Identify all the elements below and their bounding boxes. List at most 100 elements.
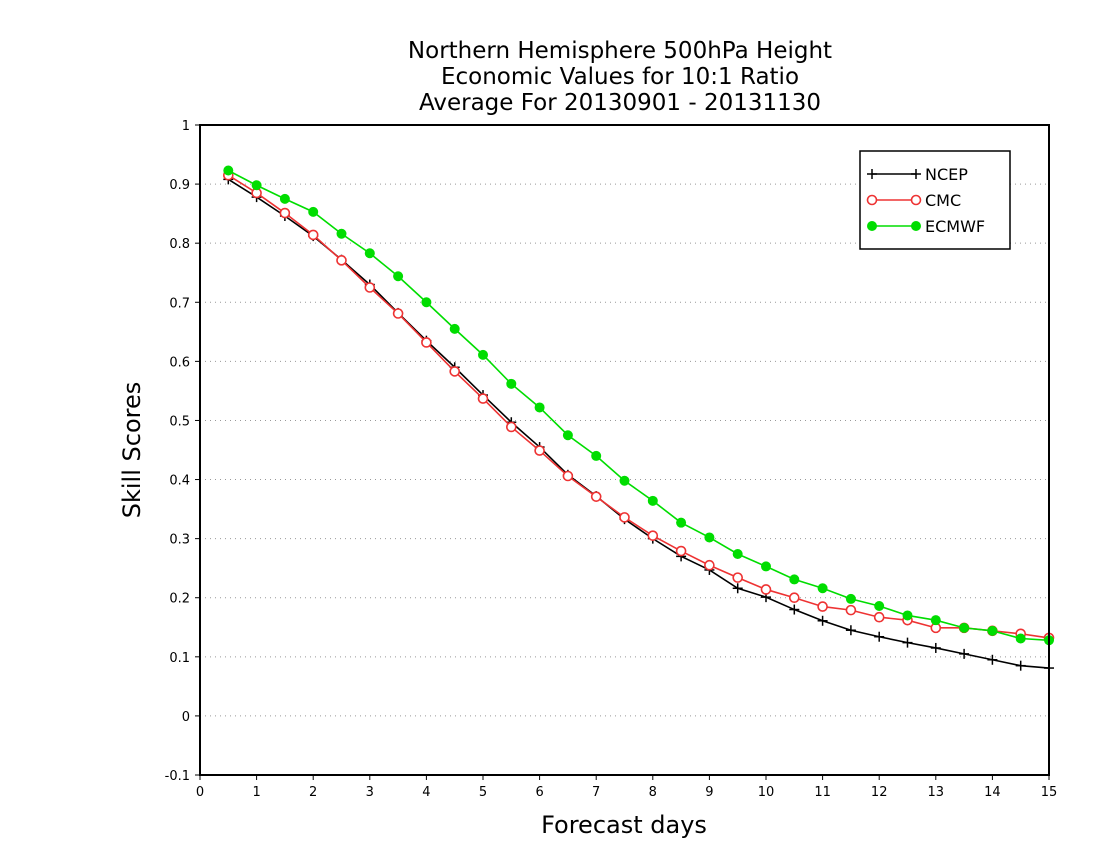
legend-item-ecmwf: ECMWF <box>867 217 985 236</box>
legend-label: ECMWF <box>925 217 985 236</box>
plot-frame <box>199 124 1050 776</box>
y-axis-label: Skill Scores <box>118 382 146 519</box>
data-point-ecmwf <box>676 517 687 528</box>
legend-marker <box>867 169 877 179</box>
data-point-ecmwf <box>364 248 375 259</box>
legend-items: NCEP CMC ECMWF <box>866 165 985 236</box>
data-point-cmc <box>817 601 828 612</box>
y-tick-label: 0.9 <box>169 178 190 193</box>
x-axis-label: Forecast days <box>541 811 707 839</box>
data-point-ncep <box>874 631 885 642</box>
data-point-ecmwf <box>845 593 856 604</box>
data-point-ncep <box>817 615 828 626</box>
data-point-ecmwf <box>449 323 460 334</box>
data-point-ncep <box>732 583 743 594</box>
data-point-cmc <box>307 229 319 241</box>
y-tick-label: 0.1 <box>169 651 190 666</box>
data-point-ncep <box>930 642 941 653</box>
data-point-cmc <box>449 366 461 377</box>
data-point-ecmwf <box>647 495 658 506</box>
x-tick-label: 9 <box>705 785 713 800</box>
y-tick-label: 0.6 <box>169 355 190 370</box>
x-tick-label: 8 <box>649 785 657 800</box>
data-point-ncep <box>789 604 800 615</box>
x-tick-label: 7 <box>592 785 600 800</box>
legend-marker <box>910 194 922 206</box>
x-tick-label: 15 <box>1041 785 1058 800</box>
data-point-ecmwf <box>591 450 602 461</box>
data-point-ecmwf <box>223 165 234 176</box>
data-point-ecmwf <box>761 561 771 572</box>
title-line-1: Northern Hemisphere 500hPa Height <box>408 38 832 64</box>
data-point-ecmwf <box>336 228 347 239</box>
data-point-ecmwf <box>817 583 828 594</box>
y-tick-label: 0 <box>182 710 190 725</box>
data-point-ecmwf <box>789 574 800 585</box>
data-point-ecmwf <box>562 430 573 441</box>
data-point-ecmwf <box>959 622 970 633</box>
y-tick-label: -0.1 <box>165 769 190 784</box>
data-point-ecmwf <box>1015 633 1026 644</box>
data-point-cmc <box>647 530 659 541</box>
data-point-cmc <box>279 207 291 219</box>
data-point-cmc <box>421 337 432 348</box>
x-tick-label: 10 <box>758 785 775 800</box>
chart-title: Northern Hemisphere 500hPa Height Econom… <box>408 38 832 116</box>
x-tick-label: 3 <box>366 785 374 800</box>
data-point-ncep <box>959 648 970 659</box>
data-point-cmc <box>760 584 772 595</box>
x-tick-label: 14 <box>984 785 1001 800</box>
data-point-ncep <box>987 654 998 665</box>
x-tick-label: 6 <box>535 785 543 800</box>
data-point-cmc <box>392 308 404 319</box>
series-ecmwf <box>223 165 1054 646</box>
x-tick-label: 5 <box>479 785 487 800</box>
x-tick-label: 11 <box>814 785 831 800</box>
data-point-ecmwf <box>534 402 545 413</box>
legend-item-cmc: CMC <box>866 191 961 210</box>
data-point-ecmwf <box>478 349 488 360</box>
data-point-cmc <box>619 512 630 523</box>
data-point-cmc <box>732 572 744 583</box>
data-point-ncep <box>902 637 913 648</box>
data-point-cmc <box>873 611 885 623</box>
data-point-cmc <box>477 393 489 404</box>
legend-marker <box>867 221 877 231</box>
data-point-ncep <box>1015 660 1026 671</box>
data-point-cmc <box>590 491 602 502</box>
data-point-cmc <box>336 255 347 266</box>
y-tick-label: 0.2 <box>169 592 190 607</box>
series-lines <box>223 165 1055 674</box>
grid-lines <box>200 183 1049 717</box>
x-tick-label: 0 <box>196 785 204 800</box>
data-point-cmc <box>534 445 545 456</box>
title-line-2: Economic Values for 10:1 Ratio <box>441 64 799 90</box>
x-tick-label: 13 <box>928 785 945 800</box>
series-line-ncep <box>227 178 1050 669</box>
data-point-ecmwf <box>279 193 290 204</box>
legend-item-ncep: NCEP <box>867 165 968 184</box>
legend-marker <box>866 194 878 206</box>
data-point-cmc <box>704 559 715 571</box>
axis-ticks: -0.100.10.20.30.40.50.60.70.80.910 1 2 3 4 5 6… <box>165 119 1058 800</box>
legend-label: NCEP <box>925 165 968 184</box>
data-point-ecmwf <box>930 615 941 626</box>
data-point-ncep <box>845 625 856 636</box>
data-point-ecmwf <box>506 378 517 389</box>
y-tick-label: 0.5 <box>169 414 190 429</box>
data-point-ecmwf <box>308 206 319 217</box>
x-tick-label: 1 <box>252 785 260 800</box>
legend-marker <box>911 221 921 231</box>
x-tick-label: 2 <box>309 785 317 800</box>
data-point-cmc <box>788 592 800 604</box>
data-point-ecmwf <box>251 180 262 191</box>
data-point-cmc <box>562 470 574 482</box>
data-point-ecmwf <box>874 601 885 611</box>
x-tick-label: 4 <box>422 785 430 800</box>
data-point-cmc <box>845 604 857 616</box>
data-point-ecmwf <box>902 610 913 621</box>
data-point-ecmwf <box>732 549 743 559</box>
legend-label: CMC <box>925 191 961 210</box>
x-tick-label: 12 <box>871 785 888 800</box>
